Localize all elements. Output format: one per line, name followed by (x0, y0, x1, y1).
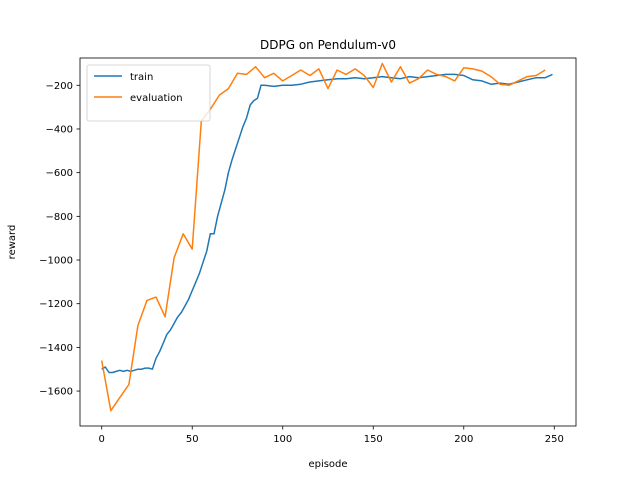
y-tick-label: −200 (46, 81, 73, 92)
x-tick-label: 0 (99, 434, 105, 445)
x-tick-label: 200 (454, 434, 473, 445)
axes-frame (79, 57, 577, 427)
series-line-evaluation (100, 62, 546, 412)
y-tick-label: −1600 (39, 387, 73, 398)
y-tick-label: −1000 (39, 256, 73, 267)
legend-label-train: train (130, 72, 153, 83)
chart-title: DDPG on Pendulum-v0 (260, 38, 396, 52)
x-axis-label: episode (308, 459, 347, 470)
y-axis-label: reward (7, 225, 18, 260)
x-tick-label: 250 (545, 434, 564, 445)
x-tick-label: 50 (186, 434, 199, 445)
legend-box (86, 64, 211, 122)
axis-ticks: 0 50 100 150 200 250 −1600 −1400 −1200 −1000 −800 −… (39, 81, 564, 445)
y-tick-label: −1400 (39, 343, 73, 354)
y-tick-label: −1200 (39, 299, 73, 310)
y-tick-label: −400 (46, 124, 73, 135)
legend-label-evaluation: evaluation (130, 93, 183, 104)
x-tick-label: 150 (364, 434, 383, 445)
plot-area (100, 62, 553, 412)
legend: train evaluation (86, 64, 211, 122)
y-tick-label: −600 (46, 168, 73, 179)
y-tick-label: −800 (46, 212, 73, 223)
x-tick-label: 100 (273, 434, 292, 445)
